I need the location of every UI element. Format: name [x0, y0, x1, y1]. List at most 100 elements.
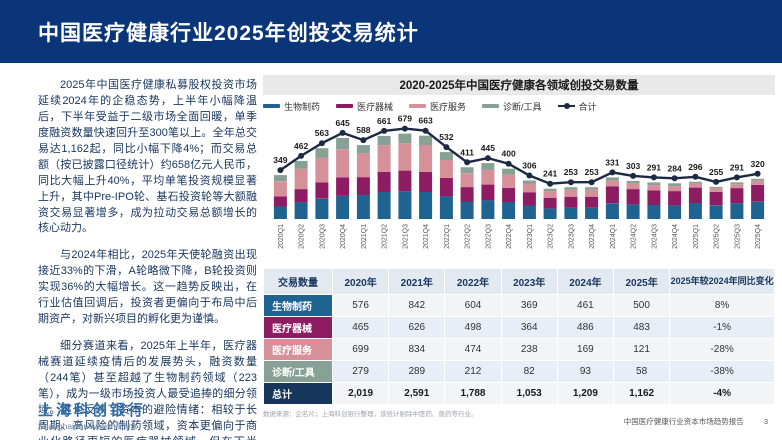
report-title: 中国医疗健康行业资本市场趋势报告 — [623, 417, 744, 426]
x-axis-label: 2021Q1 — [361, 224, 368, 249]
total-value-label: 349 — [273, 155, 287, 165]
table-cell: 1,209 — [556, 382, 615, 405]
total-value-label: 291 — [730, 162, 744, 172]
bar-segment-医疗服务 — [605, 180, 619, 187]
bar-segment-医疗器械 — [626, 189, 640, 205]
bar-segment-生物制药 — [377, 192, 391, 219]
total-value-label: 255 — [709, 167, 723, 177]
total-line-marker — [733, 174, 740, 181]
bar-segment-医疗器械 — [605, 186, 619, 204]
total-value-label: 679 — [398, 114, 412, 124]
bar-segment-生物制药 — [294, 202, 308, 219]
bar-segment-医疗器械 — [419, 171, 433, 192]
x-axis-label: 2024Q2 — [631, 224, 638, 249]
bar-segment-诊断/工具 — [585, 187, 599, 190]
total-value-label: 400 — [502, 149, 516, 159]
bar-segment-医疗服务 — [336, 149, 350, 178]
bar-segment-医疗服务 — [543, 191, 557, 198]
table-cell: 842 — [388, 294, 446, 317]
table-cell: 279 — [331, 360, 390, 383]
x-axis-label: 2020Q4 — [340, 224, 347, 249]
x-axis-label: 2024Q4 — [672, 224, 679, 249]
bar-segment-医疗服务 — [315, 157, 329, 183]
bar-segment-生物制药 — [460, 201, 474, 219]
bar-segment-医疗器械 — [481, 184, 495, 201]
bar-segment-诊断/工具 — [751, 178, 765, 181]
bar-segment-生物制药 — [502, 202, 516, 219]
bar-segment-生物制药 — [730, 203, 744, 219]
paragraph-sector-analysis: 细分赛道来看，2025年上半年，医疗器械赛道延续疫情后的发展势头，融资数量（24… — [38, 340, 257, 440]
total-line-marker — [505, 160, 512, 167]
bar-segment-医疗器械 — [668, 191, 682, 206]
total-line-marker — [422, 127, 429, 134]
bar-segment-诊断/工具 — [605, 177, 619, 181]
total-line-marker — [671, 175, 678, 182]
total-line-marker — [713, 178, 720, 185]
bar-segment-诊断/工具 — [460, 167, 474, 174]
table-cell: 238 — [500, 338, 558, 361]
legend-swatch-bar — [409, 104, 427, 108]
table-cell: 483 — [612, 316, 671, 339]
legend-item-诊断/工具: 诊断/工具 — [482, 100, 542, 113]
bar-segment-医疗器械 — [398, 170, 412, 192]
table-cell: -38% — [669, 360, 775, 383]
legend-item-医疗器械: 医疗器械 — [336, 100, 393, 113]
bar-segment-医疗服务 — [356, 153, 370, 178]
header-banner: 中国医疗健康行业2025年创投交易统计 — [0, 0, 782, 63]
bar-segment-诊断/工具 — [502, 168, 516, 175]
table-cell: 1,788 — [444, 382, 502, 405]
total-line-marker — [360, 137, 367, 144]
bar-segment-生物制药 — [564, 207, 578, 219]
bar-segment-医疗服务 — [377, 145, 391, 172]
bar-segment-医疗器械 — [294, 189, 308, 203]
bar-segment-医疗器械 — [751, 184, 765, 202]
table-row-医疗服务: 医疗服务 699 834 474 238 169 121 -28% — [263, 338, 775, 361]
total-value-label: 532 — [439, 132, 453, 142]
x-axis-label: 2025Q4 — [755, 224, 762, 249]
table-cell: 289 — [388, 360, 446, 383]
bar-segment-诊断/工具 — [419, 135, 433, 145]
total-line-marker — [381, 127, 388, 134]
x-axis-label: 2023Q4 — [589, 224, 596, 249]
table-row-生物制药: 生物制药 576 842 604 369 461 500 8% — [263, 294, 775, 317]
bar-segment-医疗服务 — [419, 145, 433, 172]
bar-segment-生物制药 — [688, 203, 702, 219]
total-value-label: 296 — [688, 162, 702, 172]
bar-segment-诊断/工具 — [709, 186, 723, 189]
x-axis-label: 2025Q2 — [714, 224, 721, 249]
total-value-label: 253 — [585, 167, 599, 177]
bar-segment-医疗器械 — [585, 196, 599, 208]
total-value-label: 661 — [377, 116, 391, 126]
bar-segment-医疗服务 — [688, 183, 702, 188]
transactions-table: 交易数量 2020年 2021年 2022年 2023年 2024年 2025年 2025年较… — [263, 268, 775, 405]
total-value-label: 284 — [668, 163, 682, 173]
bar-segment-医疗器械 — [315, 182, 329, 199]
bar-segment-生物制药 — [585, 207, 599, 219]
total-line-marker — [339, 129, 346, 136]
bank-logo-english: Shanghai Innovation Bank — [38, 421, 138, 431]
total-line-marker — [650, 174, 657, 181]
table-cell: 500 — [612, 294, 671, 317]
total-line-marker — [443, 144, 450, 151]
bar-segment-医疗器械 — [709, 191, 723, 206]
bar-segment-诊断/工具 — [377, 135, 391, 146]
total-line-marker — [547, 180, 554, 187]
bar-segment-诊断/工具 — [522, 180, 536, 184]
total-line-marker — [277, 167, 284, 174]
bar-segment-诊断/工具 — [294, 160, 308, 169]
table-cell: 212 — [444, 360, 502, 383]
bar-segment-医疗服务 — [626, 183, 640, 190]
row-label: 生物制药 — [263, 294, 333, 317]
bar-segment-医疗器械 — [502, 187, 516, 202]
table-cell: 169 — [556, 338, 615, 361]
total-value-label: 588 — [356, 125, 370, 135]
x-axis-label: 2025Q3 — [734, 224, 741, 249]
bar-segment-医疗服务 — [460, 173, 474, 188]
bar-segment-诊断/工具 — [564, 187, 578, 190]
table-cell: 82 — [500, 360, 558, 383]
table-cell: 626 — [388, 316, 446, 339]
bar-segment-医疗器械 — [522, 192, 536, 206]
total-line-marker — [630, 172, 637, 179]
legend-line-marker — [563, 102, 570, 109]
